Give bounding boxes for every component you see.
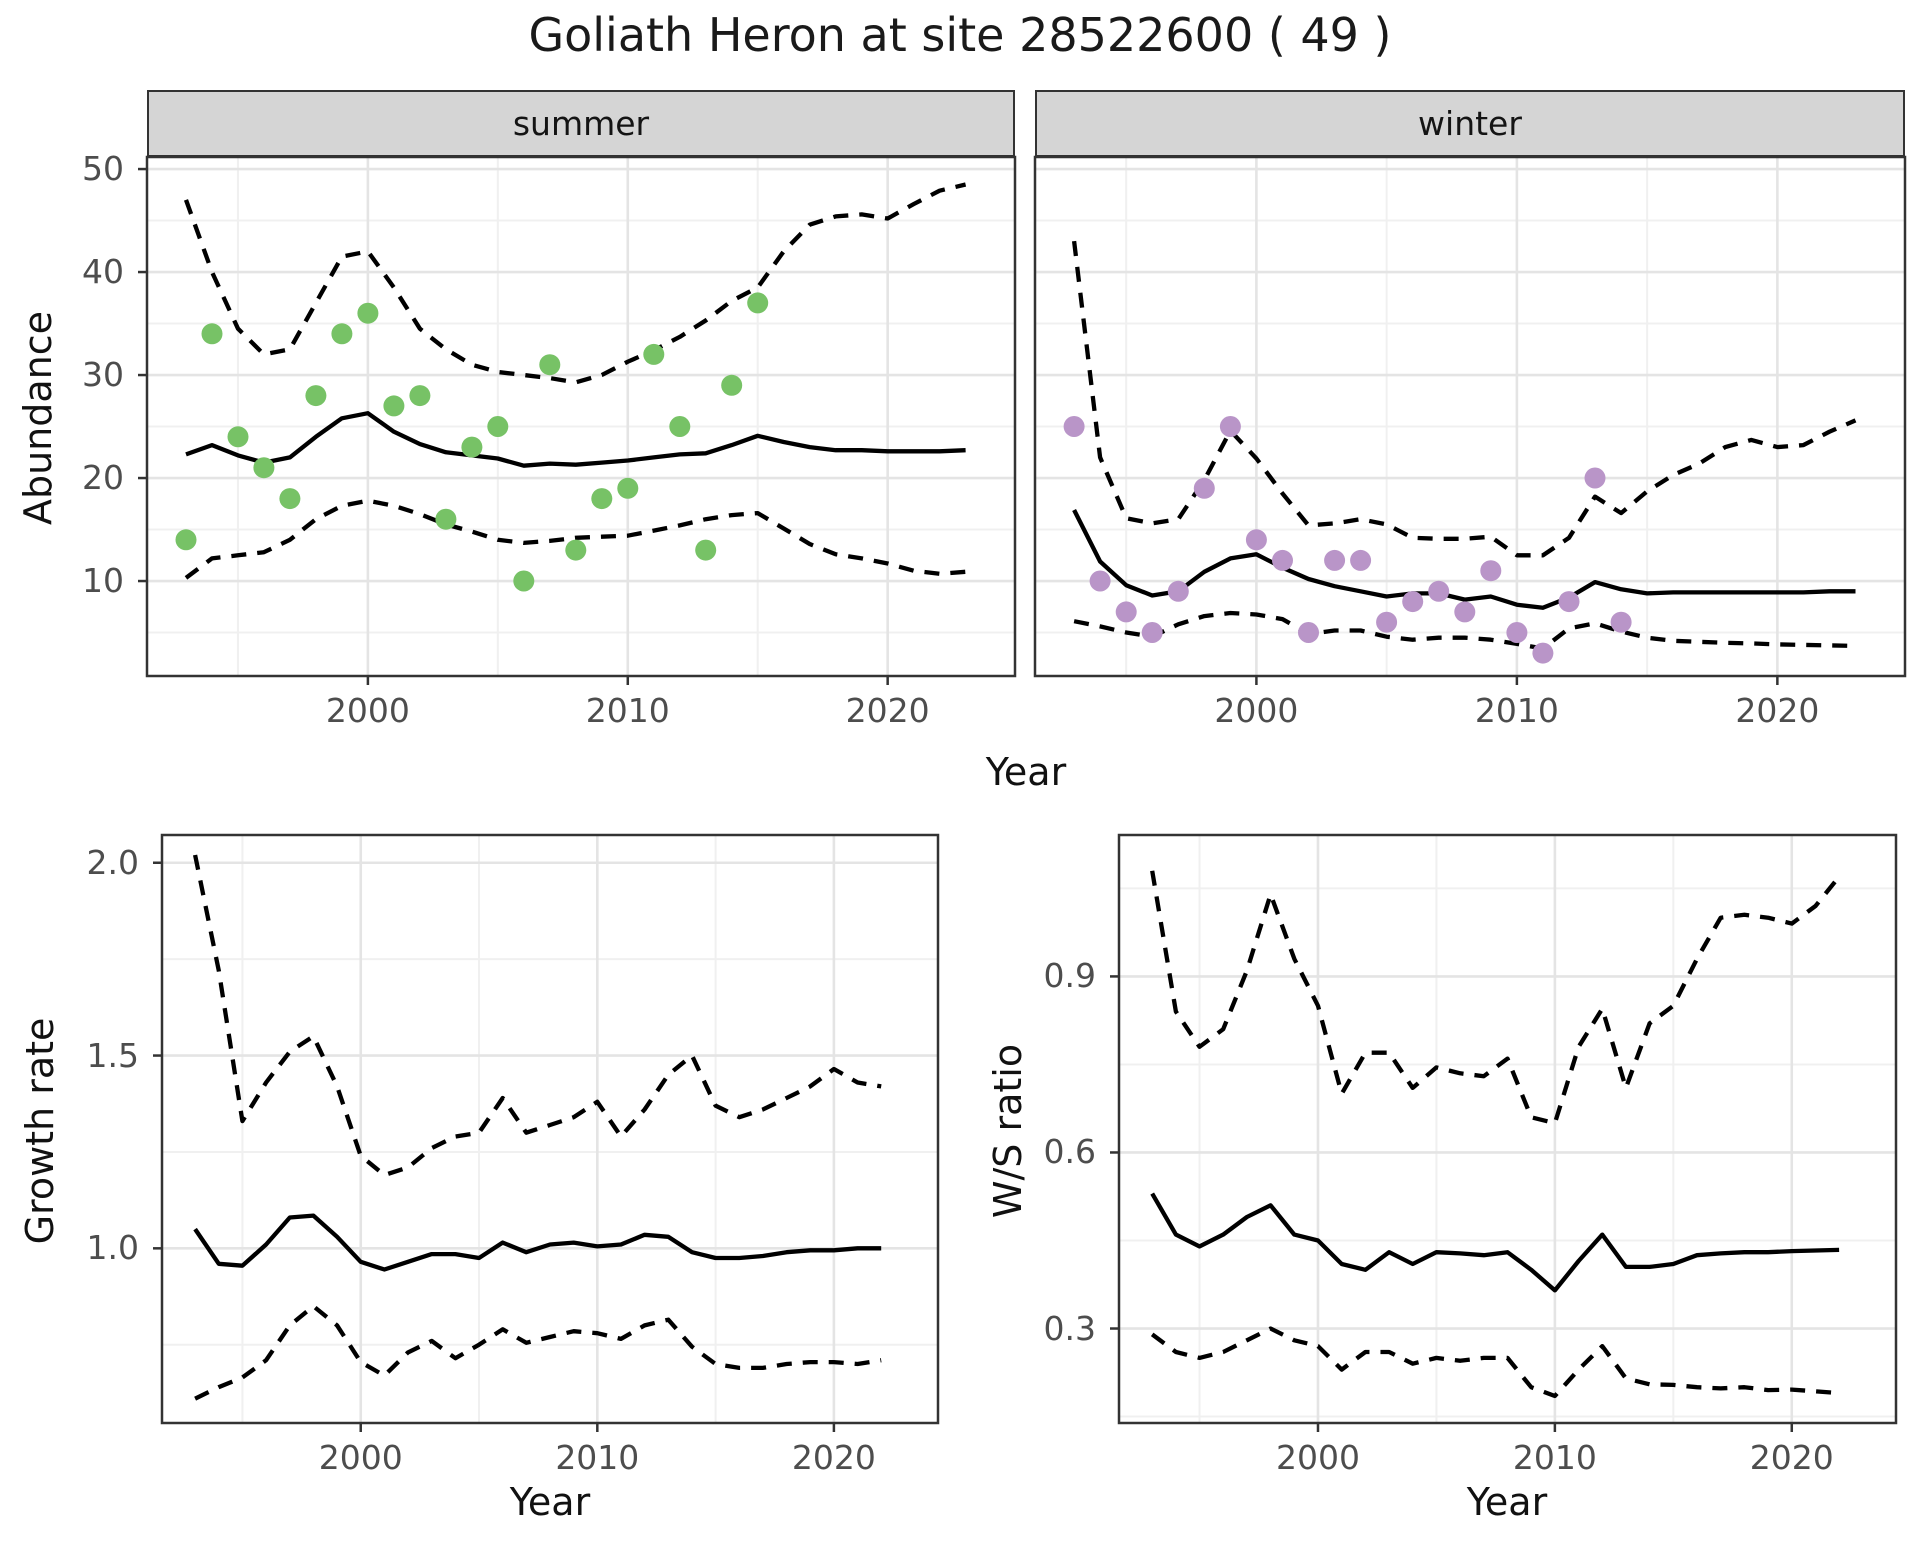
x-tick-label: 2020 <box>845 691 930 730</box>
x-axis-title-year-top: Year <box>985 750 1067 794</box>
x-tick-label: 2010 <box>585 691 670 730</box>
y-tick-label: 40 <box>82 252 124 292</box>
facet-label-summer: summer <box>512 104 650 143</box>
x-tick-label: 2000 <box>318 1438 403 1477</box>
facet-strip-winter: winter <box>1035 90 1905 157</box>
y-axis-title-abundance: Abundance <box>16 310 60 526</box>
y-tick-label: 50 <box>82 149 124 189</box>
y-tick-label: 0.9 <box>1043 956 1096 996</box>
x-tick-label: 2000 <box>1275 1438 1360 1477</box>
x-axis-title-year-ws: Year <box>1466 1480 1548 1524</box>
x-tick-label: 2020 <box>791 1438 876 1477</box>
x-tick-label: 2010 <box>1512 1438 1597 1477</box>
x-tick-label: 2010 <box>555 1438 640 1477</box>
x-axis-title-year-growth: Year <box>509 1480 591 1524</box>
x-tick-label: 2010 <box>1474 691 1559 730</box>
x-tick-label: 2000 <box>325 691 410 730</box>
y-tick-label: 30 <box>82 355 124 395</box>
y-tick-label: 2.0 <box>86 842 139 882</box>
x-tick-label: 2000 <box>1214 691 1299 730</box>
chart-title: Goliath Heron at site 28522600 ( 49 ) <box>528 8 1392 62</box>
facet-label-winter: winter <box>1418 104 1522 143</box>
y-axis-title-growth-rate: Growth rate <box>18 1017 62 1245</box>
y-tick-label: 0.3 <box>1043 1308 1096 1348</box>
x-tick-label: 2020 <box>1735 691 1820 730</box>
x-tick-label: 2020 <box>1749 1438 1834 1477</box>
y-tick-label: 10 <box>82 561 124 601</box>
y-tick-label: 1.5 <box>86 1035 139 1075</box>
facet-strip-summer: summer <box>147 90 1015 157</box>
y-tick-label: 1.0 <box>86 1228 139 1268</box>
y-tick-label: 20 <box>82 458 124 498</box>
y-tick-label: 0.6 <box>1043 1132 1096 1172</box>
